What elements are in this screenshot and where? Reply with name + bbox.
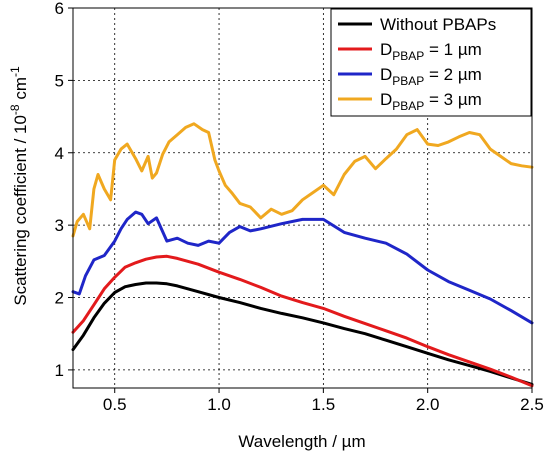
plot-frame: [72, 7, 533, 389]
series-line-1: [71, 281, 534, 386]
y-tick-label: 4: [55, 144, 64, 163]
y-axis-label-unit-exponent: -1: [8, 66, 22, 77]
y-tick-label: 1: [55, 361, 64, 380]
legend-label-4: DPBAP = 3 µm: [380, 90, 482, 113]
y-axis-ticks: 1 2 3 4 5 6: [55, 0, 73, 380]
x-tick-label: 2.0: [416, 395, 440, 414]
y-tick-label: 3: [55, 216, 64, 235]
legend-box: [330, 8, 532, 117]
series-line-4: [71, 122, 534, 238]
x-axis-label: Wavelength / µm: [238, 432, 365, 451]
series-line-3: [71, 210, 534, 325]
y-axis-label-exponent: -8: [8, 104, 22, 115]
legend-label-2: DPBAP = 1 µm: [380, 40, 482, 63]
legend-label-3: DPBAP = 2 µm: [380, 65, 482, 88]
x-tick-label: 0.5: [103, 395, 127, 414]
y-axis-label-main: Scattering coefficient / 10: [11, 115, 30, 306]
x-tick-label: 2.5: [520, 395, 544, 414]
x-tick-label: 1.0: [207, 395, 231, 414]
series-line-2: [71, 254, 534, 388]
x-tick-label: 1.5: [312, 395, 336, 414]
grid-lines: [73, 8, 532, 388]
y-tick-label: 5: [55, 71, 64, 90]
y-axis-label-unit: cm: [11, 77, 30, 104]
y-axis-label: Scattering coefficient / 10-8 cm-1: [8, 66, 30, 306]
y-tick-label: 6: [55, 0, 64, 18]
legend-label-1: Without PBAPs: [380, 15, 496, 34]
series-lines: [71, 122, 534, 388]
x-axis-ticks: 0.5 1.0 1.5 2.0 2.5: [103, 388, 544, 414]
y-tick-label: 2: [55, 289, 64, 308]
